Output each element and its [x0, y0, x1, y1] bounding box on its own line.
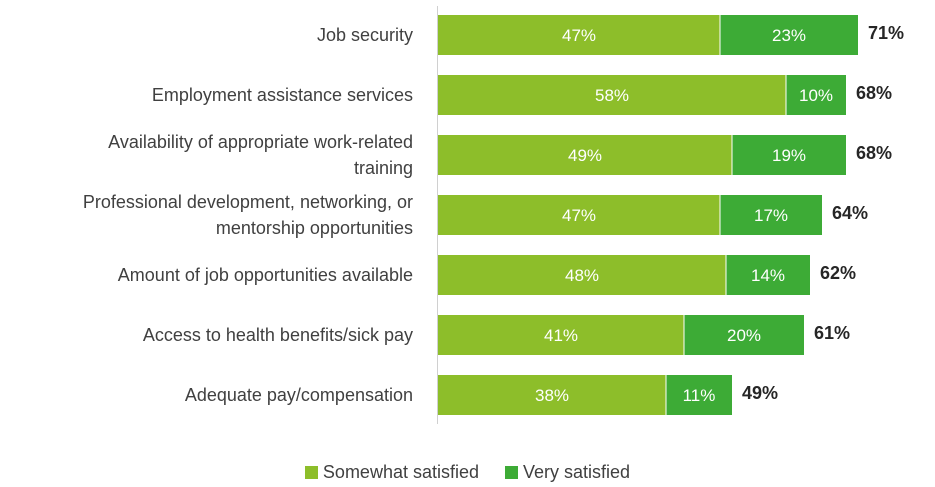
bar-segment-somewhat-satisfied — [438, 255, 726, 295]
segment-value-label: 49% — [568, 146, 602, 165]
total-value-label: 68% — [856, 143, 892, 163]
category-label-line: training — [354, 158, 413, 178]
category-label-line: mentorship opportunities — [216, 218, 413, 238]
category-label: Job security — [317, 25, 413, 45]
segment-value-label: 11% — [683, 386, 716, 405]
segment-value-label: 47% — [562, 206, 596, 225]
segment-value-label: 48% — [565, 266, 599, 285]
category-labels: Job security Employment assistance servic… — [83, 25, 413, 405]
bar-segment-somewhat-satisfied — [438, 375, 666, 415]
category-label-line: Availability of appropriate work-related — [108, 132, 413, 152]
segment-value-label: 58% — [595, 86, 629, 105]
legend-swatch-very-satisfied — [505, 466, 518, 479]
total-value-label: 68% — [856, 83, 892, 103]
segment-value-label: 19% — [772, 146, 806, 165]
segment-value-label: 38% — [535, 386, 569, 405]
category-label: Adequate pay/compensation — [185, 385, 413, 405]
category-label: Access to health benefits/sick pay — [143, 325, 413, 345]
total-value-label: 49% — [742, 383, 778, 403]
category-label: Amount of job opportunities available — [118, 265, 413, 285]
legend: Somewhat satisfied Very satisfied — [0, 462, 935, 483]
bar-segment-very-satisfied — [720, 15, 858, 55]
category-label-line: Job security — [317, 25, 413, 45]
bar-segment-very-satisfied — [732, 135, 846, 175]
category-label: Employment assistance services — [152, 85, 413, 105]
bar-segment-very-satisfied — [786, 75, 846, 115]
segment-value-label: 10% — [799, 86, 833, 105]
bar-segment-very-satisfied — [684, 315, 804, 355]
legend-item-somewhat-satisfied: Somewhat satisfied — [304, 462, 479, 483]
bar-segment-somewhat-satisfied — [438, 75, 786, 115]
segment-value-label: 41% — [544, 326, 578, 345]
bars: 47% 23% 58% 10% 49% 19% 47% 17% 48% 14% 41% 20% 38% 1… — [438, 15, 858, 415]
bar-segment-very-satisfied — [720, 195, 822, 235]
bar-segment-somewhat-satisfied — [438, 195, 720, 235]
total-labels: 71% 68% 68% 64% 62% 61% 49% — [742, 23, 904, 403]
category-label: Availability of appropriate work-related… — [108, 132, 413, 178]
legend-label-somewhat-satisfied: Somewhat satisfied — [322, 462, 479, 482]
bar-segment-very-satisfied — [726, 255, 810, 295]
total-value-label: 62% — [820, 263, 856, 283]
legend-item-very-satisfied: Very satisfied — [505, 462, 630, 483]
bar-segment-somewhat-satisfied — [438, 15, 720, 55]
category-label-line: Adequate pay/compensation — [185, 385, 413, 405]
category-label-line: Access to health benefits/sick pay — [143, 325, 413, 345]
total-value-label: 61% — [814, 323, 850, 343]
category-label-line: Employment assistance services — [152, 85, 413, 105]
bar-segment-somewhat-satisfied — [438, 135, 732, 175]
bar-segment-somewhat-satisfied — [438, 315, 684, 355]
total-value-label: 71% — [868, 23, 904, 43]
legend-swatch-somewhat-satisfied — [304, 466, 318, 479]
segment-value-label: 23% — [772, 26, 806, 45]
bar-segment-very-satisfied — [666, 375, 732, 415]
stacked-bar-chart: Job security Employment assistance servic… — [83, 6, 904, 424]
category-label: Professional development, networking, or… — [83, 192, 413, 238]
category-label-line: Amount of job opportunities available — [118, 265, 413, 285]
segment-value-label: 20% — [727, 326, 761, 345]
legend-label-very-satisfied: Very satisfied — [523, 462, 631, 482]
segment-value-label: 47% — [562, 26, 596, 45]
segment-value-label: 14% — [751, 266, 785, 285]
segment-value-label: 17% — [754, 206, 788, 225]
total-value-label: 64% — [832, 203, 868, 223]
category-label-line: Professional development, networking, or — [83, 192, 413, 212]
